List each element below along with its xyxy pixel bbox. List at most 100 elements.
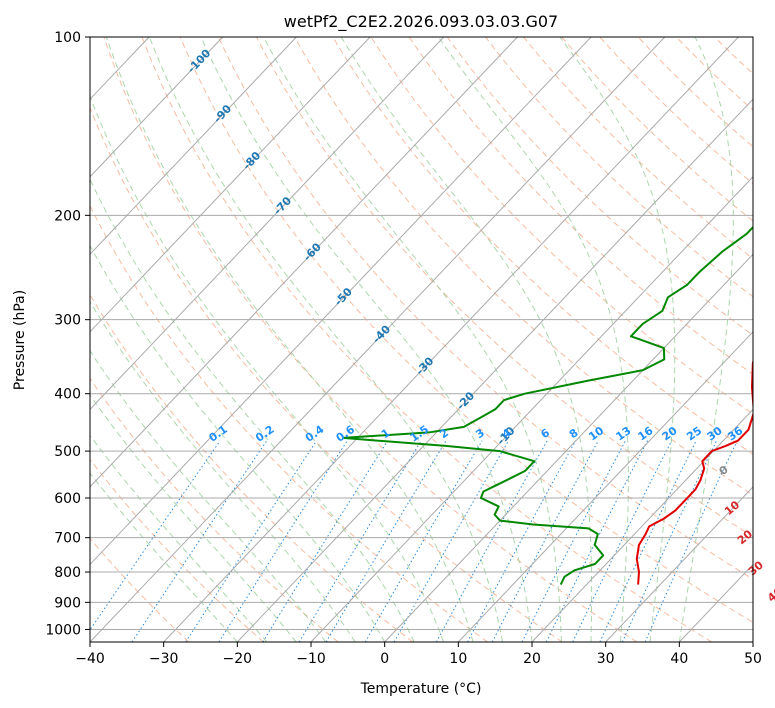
mixing-ratio-line <box>545 440 648 642</box>
mixing-ratio-line <box>521 440 626 642</box>
dry-adiabat <box>90 377 339 642</box>
dry-adiabat <box>752 37 753 39</box>
mixing-ratio-label: 36 <box>725 424 745 444</box>
mixing-ratio-line <box>325 440 447 642</box>
mixing-ratio-label: 0.1 <box>206 423 229 445</box>
isotherm <box>457 331 753 642</box>
isotherm <box>236 98 753 642</box>
x-tick-label: 20 <box>523 651 541 667</box>
y-tick-label: 700 <box>54 531 81 547</box>
x-tick-label: −30 <box>149 651 179 667</box>
plot-frame <box>89 36 754 643</box>
mixing-ratio-label: 6 <box>538 426 552 441</box>
x-tick-label: 30 <box>597 651 615 667</box>
mixing-ratio-label: 13 <box>614 424 634 443</box>
x-tick-label: 50 <box>744 651 762 667</box>
mixing-ratio-label: 3 <box>473 426 487 441</box>
dry-adiabat <box>561 37 753 222</box>
x-tick-label: 0 <box>380 651 389 667</box>
dry-adiabat <box>294 37 753 496</box>
isotherm <box>90 37 592 566</box>
dry-adiabat <box>217 37 753 580</box>
y-tick-label: 800 <box>54 565 81 581</box>
mixing-ratio-line <box>572 440 673 642</box>
dry-adiabat <box>179 37 753 623</box>
adiabat-label: 0 <box>717 463 731 478</box>
dry-adiabat <box>141 37 712 642</box>
x-tick-label: −10 <box>296 651 326 667</box>
mixing-ratio-line <box>218 440 348 642</box>
series-layer <box>341 225 753 586</box>
dry-adiabat <box>90 293 414 642</box>
moist-adiabat <box>90 434 268 642</box>
isotherm <box>90 37 297 256</box>
x-tick-label: −40 <box>75 651 105 667</box>
mixing-ratio-line <box>364 440 483 642</box>
x-axis-label: Temperature (°C) <box>360 681 482 697</box>
dry-adiabat <box>637 37 753 148</box>
mixing-ratio-label: 25 <box>684 424 704 443</box>
grid-layer <box>0 37 753 642</box>
isotherm <box>0 37 2 642</box>
mixing-ratio-line <box>491 440 599 642</box>
mixing-ratio-line <box>435 440 548 642</box>
isotherm <box>90 37 518 488</box>
mixing-ratio-line <box>262 440 389 642</box>
moist-adiabat <box>263 37 562 642</box>
y-tick-label: 500 <box>54 444 81 460</box>
isotherm <box>752 641 753 642</box>
dry-adiabat <box>714 37 753 75</box>
dry-adiabat <box>599 37 753 185</box>
moist-adiabat <box>90 394 297 642</box>
adiabat-label: 20 <box>735 527 755 547</box>
dry-adiabat <box>408 37 753 375</box>
y-tick-label: 400 <box>54 387 81 403</box>
dry-adiabat <box>90 106 563 642</box>
chart-title: wetPf2_C2E2.2026.093.03.03.G07 <box>284 12 558 32</box>
isotherm <box>90 37 371 333</box>
y-tick-label: 200 <box>54 208 81 224</box>
adiabat-label: 30 <box>746 558 766 578</box>
dry-adiabat <box>90 204 488 642</box>
mixing-ratio-label: 16 <box>636 424 656 444</box>
isotherm <box>531 408 753 642</box>
dry-adiabat <box>446 37 753 336</box>
isotherm <box>90 37 224 178</box>
x-tick-label: 10 <box>449 651 467 667</box>
moist-adiabat <box>90 349 327 642</box>
mixing-ratio-label: 30 <box>705 424 725 444</box>
moist-adiabat <box>90 244 386 642</box>
axis-ticks: −40 −30 −20 −10 0 10 20 30 40 5010020030040050060… <box>45 30 762 667</box>
moist-adiabat <box>559 37 676 642</box>
adiabat-label: 40 <box>765 585 775 605</box>
dewpoint-line <box>341 225 753 586</box>
x-tick-label: −20 <box>223 651 253 667</box>
isotherm <box>163 37 739 642</box>
moist-adiabat <box>90 300 356 642</box>
moist-adiabat <box>105 37 474 642</box>
dry-adiabat <box>90 458 264 642</box>
dry-adiabat <box>485 37 753 298</box>
mixing-ratio-label: 0.4 <box>303 423 327 445</box>
mixing-ratio-label: 0.2 <box>253 423 276 445</box>
moist-adiabat <box>437 37 629 642</box>
dry-adiabat <box>256 37 753 538</box>
x-tick-label: 40 <box>670 651 688 667</box>
y-tick-label: 100 <box>54 30 81 46</box>
isotherm <box>605 486 753 642</box>
moist-adiabat <box>340 37 593 642</box>
y-tick-label: 1000 <box>45 622 81 638</box>
mixing-ratio-line <box>393 440 510 642</box>
temperature-line <box>635 358 753 585</box>
dry-adiabat <box>370 37 753 415</box>
mixing-ratio-line <box>599 440 697 642</box>
isotherm <box>384 253 753 642</box>
y-axis-label: Pressure (hPa) <box>12 290 28 390</box>
moist-adiabat <box>90 94 445 642</box>
y-tick-label: 600 <box>54 491 81 507</box>
mixing-ratio-line <box>185 440 318 642</box>
moist-adiabat <box>678 37 734 642</box>
mixing-ratio-line <box>644 440 738 642</box>
mixing-ratio-label: 1 <box>379 426 393 441</box>
